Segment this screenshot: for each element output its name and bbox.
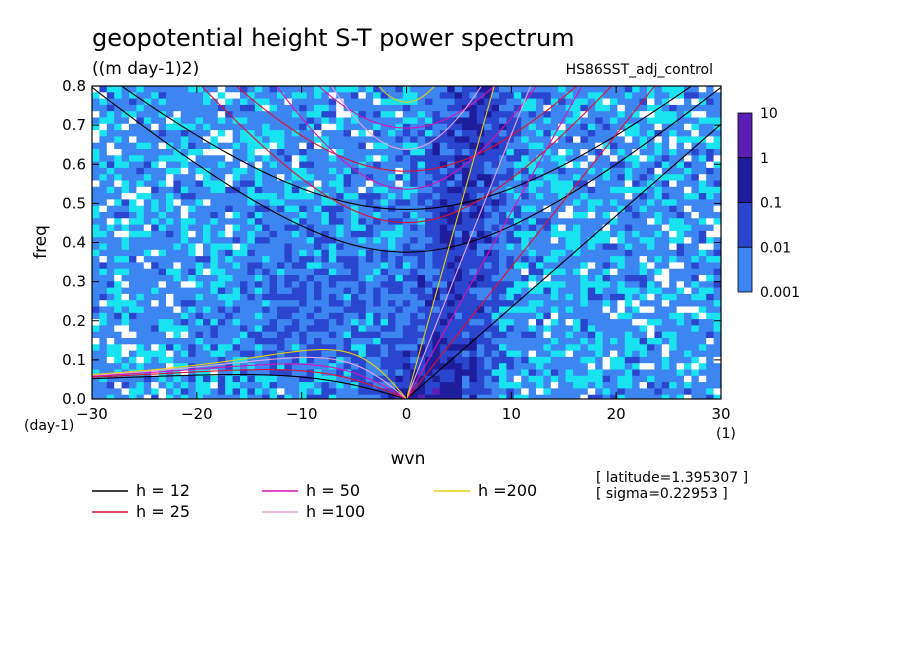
colorbar-segment <box>737 112 753 159</box>
dispersion-curve-h50-2 <box>317 86 496 129</box>
dispersion-curve-h50-1 <box>275 86 538 190</box>
y-axis-label: freq <box>31 225 51 259</box>
colorbar-label: 0.1 <box>760 196 782 212</box>
y-tick-label: 0.0 <box>62 390 86 408</box>
y-tick-label: 0.3 <box>62 273 86 291</box>
y-tick-label: 0.4 <box>62 234 86 252</box>
chart-title: geopotential height S-T power spectrum <box>92 24 575 52</box>
colorbar-label: 10 <box>760 106 778 122</box>
dispersion-curve-h200-0 <box>405 86 495 399</box>
colorbar-segment <box>737 157 753 203</box>
curve-legend: h = 12 h = 25 h = 50 h =100 h =200 <box>92 481 537 521</box>
x-tick-label: 10 <box>502 405 521 423</box>
sigma-annotation: [ sigma=0.22953 ] <box>596 486 728 502</box>
dispersion-curve-h12-3 <box>92 373 407 399</box>
power-spectrum-field <box>92 86 721 399</box>
x-tick-label: −30 <box>76 405 108 423</box>
dispersion-curve-h100-3 <box>92 356 407 399</box>
experiment-label: HS86SST_adj_control <box>566 62 713 78</box>
chart-units: ((m day-1)2) <box>92 59 199 79</box>
colorbar-label: 0.001 <box>760 285 800 301</box>
y-tick-label: 0.2 <box>62 312 86 330</box>
x-tick-label: −20 <box>181 405 213 423</box>
latitude-annotation: [ latitude=1.395307 ] <box>596 470 748 486</box>
dispersion-curve-h25-3 <box>92 369 407 399</box>
legend-label-h200: h =200 <box>478 481 537 500</box>
y-tick-label: 0.6 <box>62 155 86 173</box>
dispersion-curve-h200-1 <box>377 86 436 103</box>
dispersion-curve-h12-0 <box>406 123 721 399</box>
colorbar-label: 1 <box>760 151 769 167</box>
y-tick-label: 0.8 <box>62 77 86 95</box>
legend-label-h50: h = 50 <box>306 481 360 500</box>
legend-label-h25: h = 25 <box>136 502 190 521</box>
dispersion-curves <box>92 0 721 399</box>
legend-label-h12: h = 12 <box>136 481 190 500</box>
dispersion-curve-h12-1 <box>92 86 721 253</box>
dispersion-curve-h200-3 <box>92 348 407 399</box>
dispersion-curve-h25-2 <box>235 86 578 172</box>
colorbar-segment <box>737 246 753 293</box>
dispersion-curve-h25-0 <box>406 86 656 399</box>
dispersion-curve-h50-3 <box>92 363 407 399</box>
x-axis: −30 −20 −10 0 10 20 30 <box>76 86 731 423</box>
legend-label-h100: h =100 <box>306 502 365 521</box>
x-tick-label: 30 <box>711 405 730 423</box>
x-axis-label: wvn <box>391 449 426 469</box>
x-tick-label: 20 <box>607 405 626 423</box>
dispersion-curve-h200-2 <box>92 0 721 16</box>
colorbar-label: 0.01 <box>760 240 791 256</box>
x-axis-unit: (1) <box>716 426 736 442</box>
y-axis: 0.0 0.1 0.2 0.3 0.4 0.5 0.6 0.7 0.8 <box>62 77 721 408</box>
dispersion-curve-h100-0 <box>405 86 532 399</box>
dispersion-curve-h100-1 <box>330 86 483 151</box>
colorbar: 10 1 0.1 0.01 0.001 <box>737 106 800 301</box>
dispersion-curve-h25-1 <box>200 86 613 224</box>
y-tick-label: 0.7 <box>62 116 86 134</box>
x-tick-label: 0 <box>402 405 412 423</box>
x-tick-label: −10 <box>286 405 318 423</box>
y-tick-label: 0.1 <box>62 351 86 369</box>
y-tick-label: 0.5 <box>62 194 86 212</box>
y-axis-unit: (day-1) <box>24 418 74 434</box>
colorbar-segment <box>737 202 753 248</box>
dispersion-curve-h50-0 <box>406 86 583 399</box>
